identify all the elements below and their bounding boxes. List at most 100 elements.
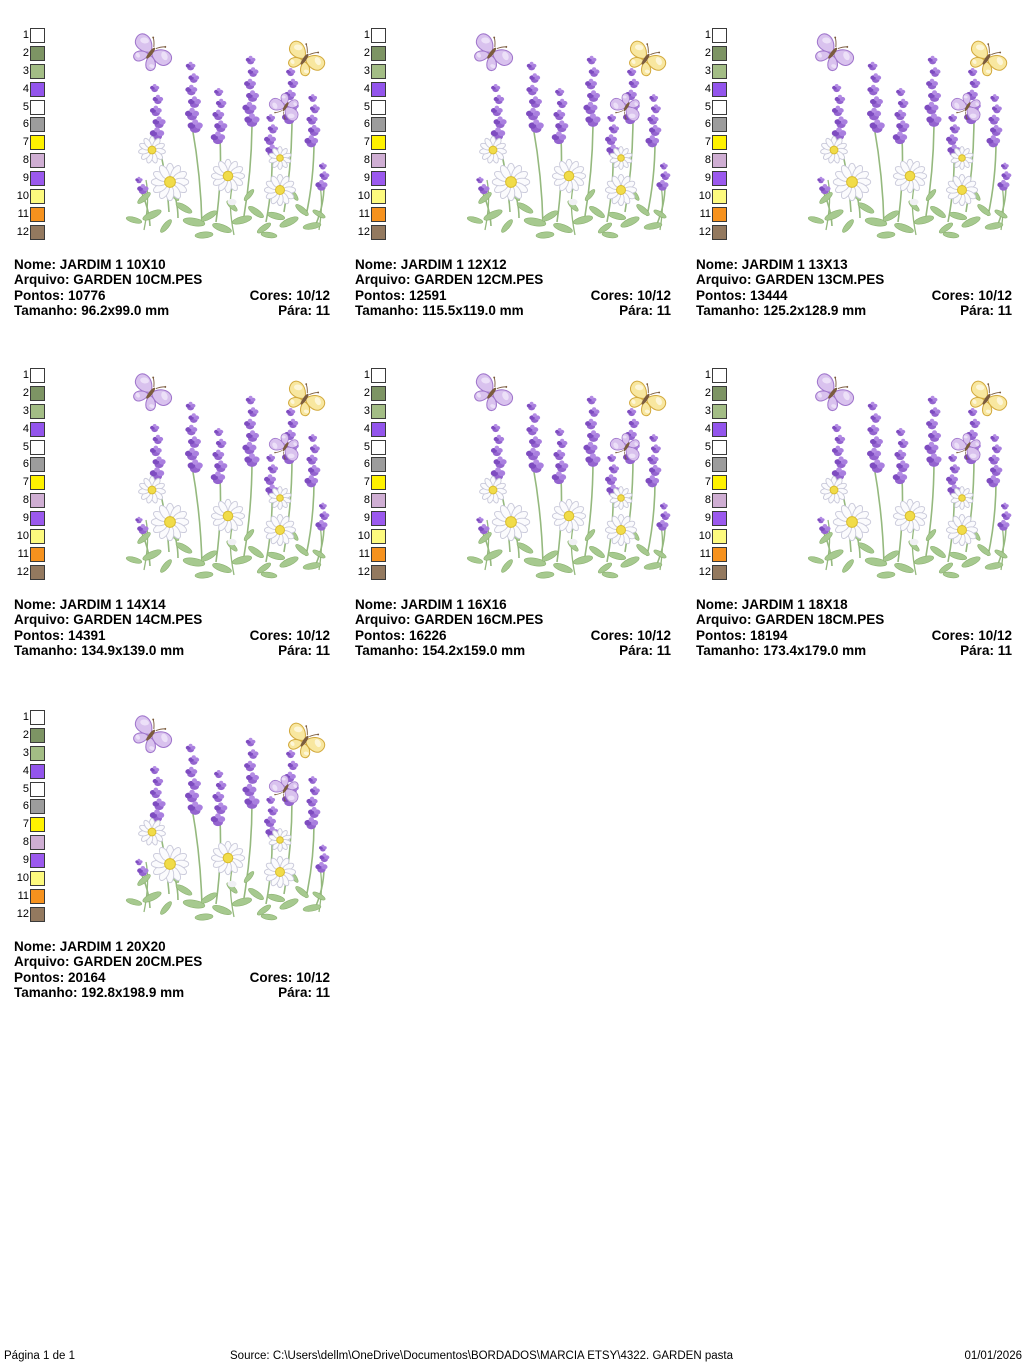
thread-color-swatch — [712, 28, 727, 43]
stitches-group: Pontos: 18194 — [696, 628, 788, 643]
thread-color-row: 8 — [698, 153, 727, 169]
page-number: Página 1 de 1 — [4, 1350, 75, 1362]
thread-color-row: 10 — [16, 529, 45, 545]
thread-color-row: 12 — [16, 906, 45, 922]
thread-color-swatch — [371, 529, 386, 545]
stitches-colors-line: Pontos: 18194 Cores: 10/12 — [696, 628, 1012, 643]
thread-color-swatch — [30, 475, 45, 491]
thread-color-row: 4 — [698, 421, 727, 437]
thread-color-swatch — [712, 206, 727, 222]
thread-color-row: 2 — [698, 385, 727, 401]
thread-number: 1 — [704, 29, 711, 41]
thread-color-swatch — [712, 457, 727, 473]
stop-label: Pára: — [619, 302, 653, 318]
thread-color-swatch — [30, 745, 45, 761]
thread-number: 5 — [704, 100, 711, 113]
stop-group: Pára: 11 — [278, 985, 330, 1000]
thread-color-row: 2 — [16, 385, 45, 401]
thread-color-row: 11 — [16, 888, 45, 904]
size-stop-line: Tamanho: 115.5x119.0 mm Pára: 11 — [355, 303, 671, 318]
file-line: Arquivo: GARDEN 12CM.PES — [355, 272, 671, 287]
thread-color-row: 11 — [357, 206, 386, 222]
thread-color-palette: 1 2 3 4 5 6 7 8 9 10 11 12 — [357, 368, 386, 583]
color-count: 10/12 — [637, 627, 671, 643]
thread-color-swatch — [30, 421, 45, 437]
thread-color-swatch — [371, 99, 386, 115]
thread-number: 1 — [22, 711, 29, 723]
design-name: JARDIM 1 14X14 — [59, 597, 166, 612]
stop-count: 11 — [315, 984, 330, 1000]
thread-color-row: 7 — [16, 135, 45, 151]
thread-color-swatch — [712, 529, 727, 545]
thread-color-swatch — [371, 135, 386, 151]
thread-color-swatch — [30, 871, 45, 887]
thread-color-swatch — [712, 368, 727, 383]
thread-number: 12 — [16, 225, 29, 238]
thread-color-swatch — [30, 710, 45, 725]
thread-color-row: 1 — [16, 368, 45, 383]
file-label: Arquivo: — [696, 272, 752, 288]
thread-number: 3 — [704, 64, 711, 77]
colors-group: Cores: 10/12 — [250, 970, 330, 985]
thread-color-row: 7 — [698, 475, 727, 491]
thread-number: 11 — [699, 207, 711, 220]
stitches-group: Pontos: 20164 — [14, 970, 106, 985]
colors-group: Cores: 10/12 — [932, 628, 1012, 643]
colors-label: Cores: — [590, 287, 634, 303]
thread-color-row: 10 — [357, 189, 386, 205]
thread-number: 4 — [363, 82, 370, 95]
thread-color-swatch — [30, 99, 45, 115]
thread-number: 7 — [363, 136, 370, 149]
thread-color-swatch — [30, 403, 45, 419]
thread-number: 3 — [22, 404, 29, 417]
thread-color-swatch — [30, 189, 45, 205]
name-line: Nome: JARDIM 1 12X12 — [355, 257, 671, 272]
design-size: 96.2x99.0 mm — [81, 302, 170, 318]
thread-color-swatch — [30, 81, 45, 97]
thread-number: 3 — [363, 64, 370, 77]
thread-number: 12 — [16, 907, 29, 920]
thread-number: 11 — [699, 547, 711, 560]
thread-number: 8 — [363, 494, 370, 507]
size-label: Tamanho: — [14, 302, 78, 318]
thread-color-row: 11 — [357, 546, 386, 562]
color-count: 10/12 — [296, 287, 330, 303]
thread-color-swatch — [30, 45, 45, 61]
thread-number: 10 — [357, 190, 370, 203]
file-label: Arquivo: — [14, 954, 70, 970]
design-name: JARDIM 1 12X12 — [400, 257, 507, 272]
thread-color-row: 9 — [16, 511, 45, 527]
thread-color-row: 12 — [698, 564, 727, 580]
name-line: Nome: JARDIM 1 13X13 — [696, 257, 1012, 272]
design-size: 192.8x198.9 mm — [81, 984, 185, 1000]
embroidery-design-preview — [796, 370, 1013, 585]
stop-label: Pára: — [960, 642, 994, 658]
embroidery-design-preview — [455, 30, 672, 245]
design-size: 154.2x159.0 mm — [422, 642, 526, 658]
thread-color-swatch — [712, 511, 727, 527]
thread-number: 7 — [704, 136, 711, 149]
stop-label: Pára: — [960, 302, 994, 318]
thread-color-swatch — [30, 781, 45, 797]
thread-number: 4 — [704, 82, 711, 95]
name-label: Nome: — [696, 257, 739, 272]
stop-count: 11 — [997, 302, 1012, 318]
thread-color-row: 2 — [16, 45, 45, 61]
thread-number: 5 — [704, 440, 711, 453]
thread-color-row: 8 — [357, 153, 386, 169]
thread-color-swatch — [30, 385, 45, 401]
design-info: Nome: JARDIM 1 12X12 Arquivo: GARDEN 12C… — [355, 257, 671, 318]
design-file: GARDEN 13CM.PES — [755, 272, 885, 288]
thread-color-swatch — [30, 224, 45, 240]
embroidery-design-preview — [796, 30, 1013, 245]
stitches-group: Pontos: 12591 — [355, 288, 447, 303]
colors-group: Cores: 10/12 — [591, 628, 671, 643]
thread-number: 1 — [704, 369, 711, 381]
thread-color-row: 9 — [16, 853, 45, 869]
thread-color-row: 12 — [357, 224, 386, 240]
thread-number: 10 — [16, 872, 29, 885]
design-size: 125.2x128.9 mm — [763, 302, 867, 318]
file-line: Arquivo: GARDEN 13CM.PES — [696, 272, 1012, 287]
thread-color-row: 6 — [16, 799, 45, 815]
thread-number: 10 — [698, 190, 711, 203]
